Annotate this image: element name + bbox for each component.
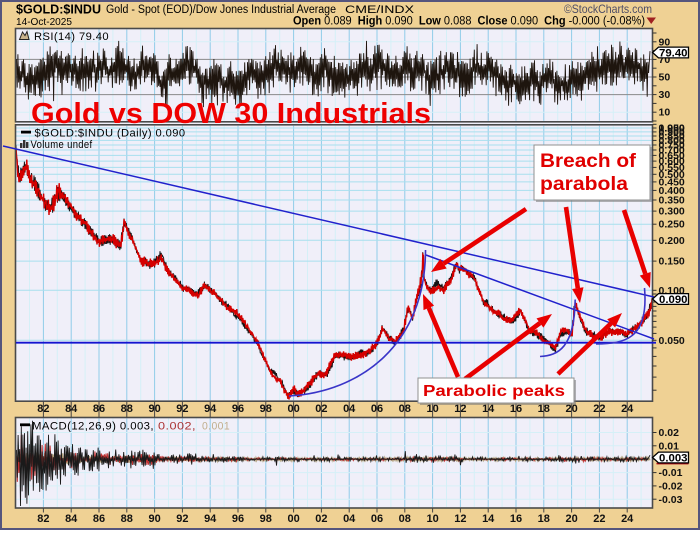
svg-text:92: 92 xyxy=(176,513,188,525)
svg-text:0.001: 0.001 xyxy=(202,421,230,433)
svg-text:0.700: 0.700 xyxy=(659,145,685,157)
svg-text:Open 0.089 High 0.090 Low 0.: Open 0.089 High 0.090 Low 0.088 Close 0.… xyxy=(293,16,645,28)
svg-text:0.950: 0.950 xyxy=(659,123,685,135)
svg-text:0.450: 0.450 xyxy=(659,176,685,188)
svg-text:84: 84 xyxy=(65,403,78,415)
svg-text:90: 90 xyxy=(148,403,160,415)
svg-text:88: 88 xyxy=(121,513,133,525)
svg-text:79.40: 79.40 xyxy=(659,48,688,60)
svg-text:88: 88 xyxy=(121,403,133,415)
svg-text:06: 06 xyxy=(371,513,383,525)
svg-text:08: 08 xyxy=(399,513,411,525)
svg-text:0.01: 0.01 xyxy=(659,440,680,452)
svg-text:84: 84 xyxy=(65,513,78,525)
svg-text:12: 12 xyxy=(454,403,466,415)
svg-text:0.050: 0.050 xyxy=(659,335,685,347)
svg-text:0.090: 0.090 xyxy=(659,294,688,306)
svg-text:0.200: 0.200 xyxy=(659,235,685,247)
svg-text:22: 22 xyxy=(593,513,605,525)
svg-text:16: 16 xyxy=(510,403,522,415)
svg-text:90: 90 xyxy=(659,36,671,48)
svg-text:0.750: 0.750 xyxy=(659,140,685,152)
svg-text:20: 20 xyxy=(565,403,577,415)
svg-text:18: 18 xyxy=(538,403,550,415)
svg-text:06: 06 xyxy=(371,403,383,415)
svg-text:CME/INDX: CME/INDX xyxy=(345,4,415,16)
svg-text:82: 82 xyxy=(37,513,49,525)
svg-text:$GOLD:$INDU: $GOLD:$INDU xyxy=(16,2,101,17)
svg-text:04: 04 xyxy=(343,403,356,415)
svg-text:1.000: 1.000 xyxy=(659,123,685,135)
svg-text:0.002,: 0.002, xyxy=(158,421,196,433)
svg-text:90: 90 xyxy=(148,513,160,525)
svg-text:0.250: 0.250 xyxy=(659,219,685,231)
svg-text:98: 98 xyxy=(260,513,272,525)
svg-text:Parabolic peaks: Parabolic peaks xyxy=(423,383,565,400)
svg-text:24: 24 xyxy=(621,403,634,415)
svg-text:0.900: 0.900 xyxy=(659,126,685,138)
svg-text:94: 94 xyxy=(204,403,217,415)
svg-text:MACD(12,26,9) 0.003,: MACD(12,26,9) 0.003, xyxy=(32,421,154,433)
svg-text:parabola: parabola xyxy=(540,174,628,195)
svg-text:0.600: 0.600 xyxy=(659,156,685,168)
svg-text:50: 50 xyxy=(659,72,671,84)
svg-text:Gold vs DOW 30 Industrials: Gold vs DOW 30 Industrials xyxy=(31,98,431,130)
svg-text:0.800: 0.800 xyxy=(659,135,685,147)
svg-text:00: 00 xyxy=(287,403,299,415)
svg-text:20: 20 xyxy=(565,513,577,525)
svg-text:Gold - Spot (EOD)/Dow Jones In: Gold - Spot (EOD)/Dow Jones Industrial A… xyxy=(106,4,336,16)
svg-text:0.300: 0.300 xyxy=(659,206,685,218)
svg-text:14-Oct-2025: 14-Oct-2025 xyxy=(16,16,72,28)
svg-text:22: 22 xyxy=(593,403,605,415)
svg-text:0.500: 0.500 xyxy=(659,169,685,181)
svg-text:0.850: 0.850 xyxy=(659,131,685,143)
svg-text:14: 14 xyxy=(482,403,495,415)
svg-text:0.003: 0.003 xyxy=(659,453,688,465)
svg-text:-0.01: -0.01 xyxy=(659,467,683,479)
svg-text:16: 16 xyxy=(510,513,522,525)
svg-text:0.650: 0.650 xyxy=(659,150,685,162)
svg-text:94: 94 xyxy=(204,513,217,525)
svg-text:00: 00 xyxy=(287,513,299,525)
svg-text:0.150: 0.150 xyxy=(659,256,685,268)
svg-text:04: 04 xyxy=(343,513,356,525)
svg-text:92: 92 xyxy=(176,403,188,415)
svg-text:70: 70 xyxy=(659,54,671,66)
svg-text:-0.03: -0.03 xyxy=(659,494,683,506)
svg-text:02: 02 xyxy=(315,513,327,525)
svg-text:-0.02: -0.02 xyxy=(659,480,683,492)
svg-text:RSI(14) 79.40: RSI(14) 79.40 xyxy=(34,31,109,43)
svg-text:02: 02 xyxy=(315,403,327,415)
svg-text:98: 98 xyxy=(260,403,272,415)
svg-text:10: 10 xyxy=(659,107,671,119)
svg-text:86: 86 xyxy=(93,513,105,525)
svg-text:0.400: 0.400 xyxy=(659,185,685,197)
svg-text:12: 12 xyxy=(454,513,466,525)
svg-text:96: 96 xyxy=(232,513,244,525)
svg-text:08: 08 xyxy=(399,403,411,415)
svg-text:Breach of: Breach of xyxy=(540,151,637,172)
svg-text:$GOLD:$INDU (Daily) 0.090: $GOLD:$INDU (Daily) 0.090 xyxy=(35,128,186,140)
svg-text:©StockCharts.com: ©StockCharts.com xyxy=(564,2,652,16)
svg-text:0.350: 0.350 xyxy=(659,195,685,207)
svg-text:96: 96 xyxy=(232,403,244,415)
svg-text:Volume undef: Volume undef xyxy=(31,139,93,151)
svg-text:0.02: 0.02 xyxy=(659,427,680,439)
svg-text:0.550: 0.550 xyxy=(659,162,685,174)
svg-text:14: 14 xyxy=(482,513,495,525)
svg-text:30: 30 xyxy=(659,89,671,101)
svg-text:10: 10 xyxy=(426,403,438,415)
svg-text:10: 10 xyxy=(426,513,438,525)
svg-text:18: 18 xyxy=(538,513,550,525)
svg-text:24: 24 xyxy=(621,513,634,525)
svg-text:86: 86 xyxy=(93,403,105,415)
svg-text:82: 82 xyxy=(37,403,49,415)
